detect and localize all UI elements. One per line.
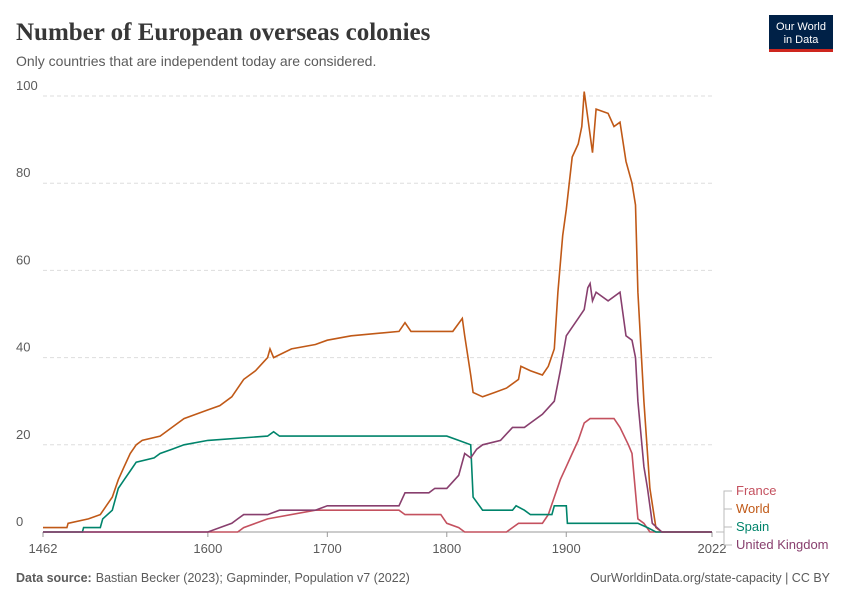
x-tick-label: 1800 [432, 541, 461, 556]
y-tick-label: 80 [16, 165, 30, 180]
legend-label: United Kingdom [736, 537, 829, 552]
y-tick-label: 40 [16, 340, 30, 355]
y-tick-label: 0 [16, 514, 23, 529]
chart-subtitle: Only countries that are independent toda… [16, 53, 376, 69]
y-tick-label: 20 [16, 427, 30, 442]
source: Data source: Bastian Becker (2023); Gapmi… [16, 571, 410, 585]
x-tick-label: 1900 [552, 541, 581, 556]
logo-bar [769, 49, 833, 52]
x-tick-label: 2022 [698, 541, 727, 556]
legend-label: World [736, 501, 770, 516]
x-tick-label: 1600 [193, 541, 222, 556]
series-line [43, 417, 712, 533]
logo-text: Our World [776, 21, 826, 33]
x-tick-label: 1700 [313, 541, 342, 556]
legend-label: France [736, 483, 776, 498]
series-line [43, 280, 712, 533]
y-tick-label: 60 [16, 252, 30, 267]
logo-box[interactable] [769, 15, 833, 50]
y-tick-label: 100 [16, 78, 38, 93]
x-tick-label: 1462 [29, 541, 58, 556]
source-label: Data source: [16, 571, 92, 585]
legend-connector [716, 531, 732, 546]
logo-text: in Data [784, 34, 820, 46]
series-line [43, 430, 712, 533]
logo[interactable]: Our World in Data [769, 15, 833, 52]
series-line [43, 91, 712, 533]
source-text: Bastian Becker (2023); Gapminder, Popula… [96, 571, 410, 585]
chart-title: Number of European overseas colonies [16, 19, 431, 46]
source-url[interactable]: OurWorldinData.org/state-capacity | CC B… [590, 571, 831, 585]
legend-connector [716, 526, 732, 533]
legend-label: Spain [736, 519, 769, 534]
